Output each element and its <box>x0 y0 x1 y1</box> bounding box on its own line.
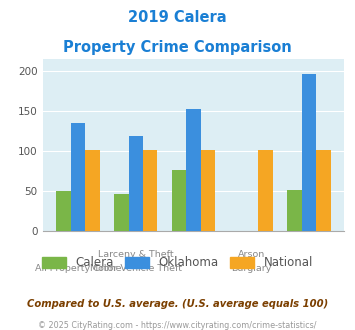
Bar <box>71 123 85 231</box>
Bar <box>316 150 331 231</box>
Bar <box>258 150 273 231</box>
Text: Compared to U.S. average. (U.S. average equals 100): Compared to U.S. average. (U.S. average … <box>27 299 328 309</box>
Bar <box>143 150 157 231</box>
Bar <box>56 191 71 231</box>
Bar <box>114 194 129 231</box>
Text: Motor Vehicle Theft: Motor Vehicle Theft <box>90 264 182 273</box>
Text: Burglary: Burglary <box>231 264 272 273</box>
Text: 2019 Calera: 2019 Calera <box>128 10 227 25</box>
Bar <box>186 109 201 231</box>
Text: Larceny & Theft: Larceny & Theft <box>98 250 174 259</box>
Bar <box>201 150 215 231</box>
Text: All Property Crime: All Property Crime <box>35 264 121 273</box>
Bar <box>302 74 316 231</box>
Bar <box>172 170 186 231</box>
Bar <box>287 190 302 231</box>
Text: Arson: Arson <box>237 250 265 259</box>
Legend: Calera, Oklahoma, National: Calera, Oklahoma, National <box>39 253 316 273</box>
Text: Property Crime Comparison: Property Crime Comparison <box>63 40 292 54</box>
Bar <box>129 136 143 231</box>
Bar <box>85 150 100 231</box>
Text: © 2025 CityRating.com - https://www.cityrating.com/crime-statistics/: © 2025 CityRating.com - https://www.city… <box>38 321 317 330</box>
